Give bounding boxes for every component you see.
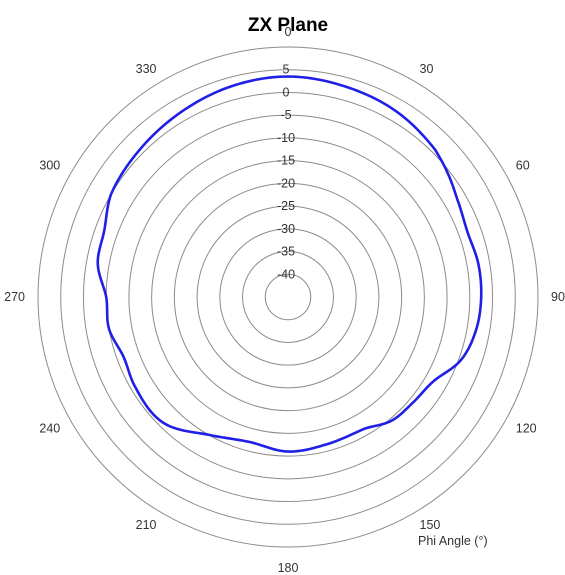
grid-ring: [105, 114, 471, 480]
angle-tick-label: 60: [516, 159, 530, 173]
angle-tick-label: 0: [285, 25, 292, 39]
radial-tick-labels: 5 0 -5 -10 -15 -20 -25 -30 -35 -40: [277, 63, 295, 282]
angle-tick-label: 30: [420, 62, 434, 76]
grid-ring: [219, 228, 357, 366]
angle-tick-label: 300: [39, 159, 60, 173]
series-line: [96, 75, 483, 453]
chart-title: ZX Plane: [248, 15, 328, 36]
grid-ring-outer: [37, 46, 539, 548]
radial-tick-label: -25: [277, 199, 295, 213]
radial-tick-label: -15: [277, 154, 295, 168]
angle-tick-label: 180: [278, 561, 299, 575]
radial-tick-label: 5: [283, 63, 290, 77]
radial-tick-label: -40: [277, 267, 295, 281]
grid-ring: [264, 273, 312, 321]
radial-tick-label: -5: [280, 108, 291, 122]
radial-tick-label: -10: [277, 131, 295, 145]
angle-tick-label: 120: [516, 422, 537, 436]
radial-tick-label: -20: [277, 176, 295, 190]
angle-tick-label: 90: [551, 290, 565, 304]
grid-ring: [173, 182, 403, 412]
radial-tick-label: -30: [277, 222, 295, 236]
angle-axis-label: Phi Angle (°): [418, 534, 488, 548]
grid-ring: [60, 69, 516, 525]
angle-tick-label: 210: [136, 518, 157, 532]
angle-tick-label: 270: [4, 290, 25, 304]
radial-tick-label: -35: [277, 245, 295, 259]
radial-tick-label: 0: [283, 85, 290, 99]
series-layer: [96, 75, 483, 453]
grid-ring: [196, 205, 380, 389]
angle-tick-label: 150: [420, 518, 441, 532]
angle-tick-labels: 0 30 60 90 120 150 180 210 240 270 300 330: [4, 25, 565, 575]
angle-tick-label: 330: [136, 62, 157, 76]
grid-ring: [151, 160, 425, 434]
grid-ring: [128, 137, 448, 457]
angle-tick-label: 240: [39, 422, 60, 436]
grid-ring: [242, 251, 334, 343]
grid-ring: [82, 91, 494, 503]
